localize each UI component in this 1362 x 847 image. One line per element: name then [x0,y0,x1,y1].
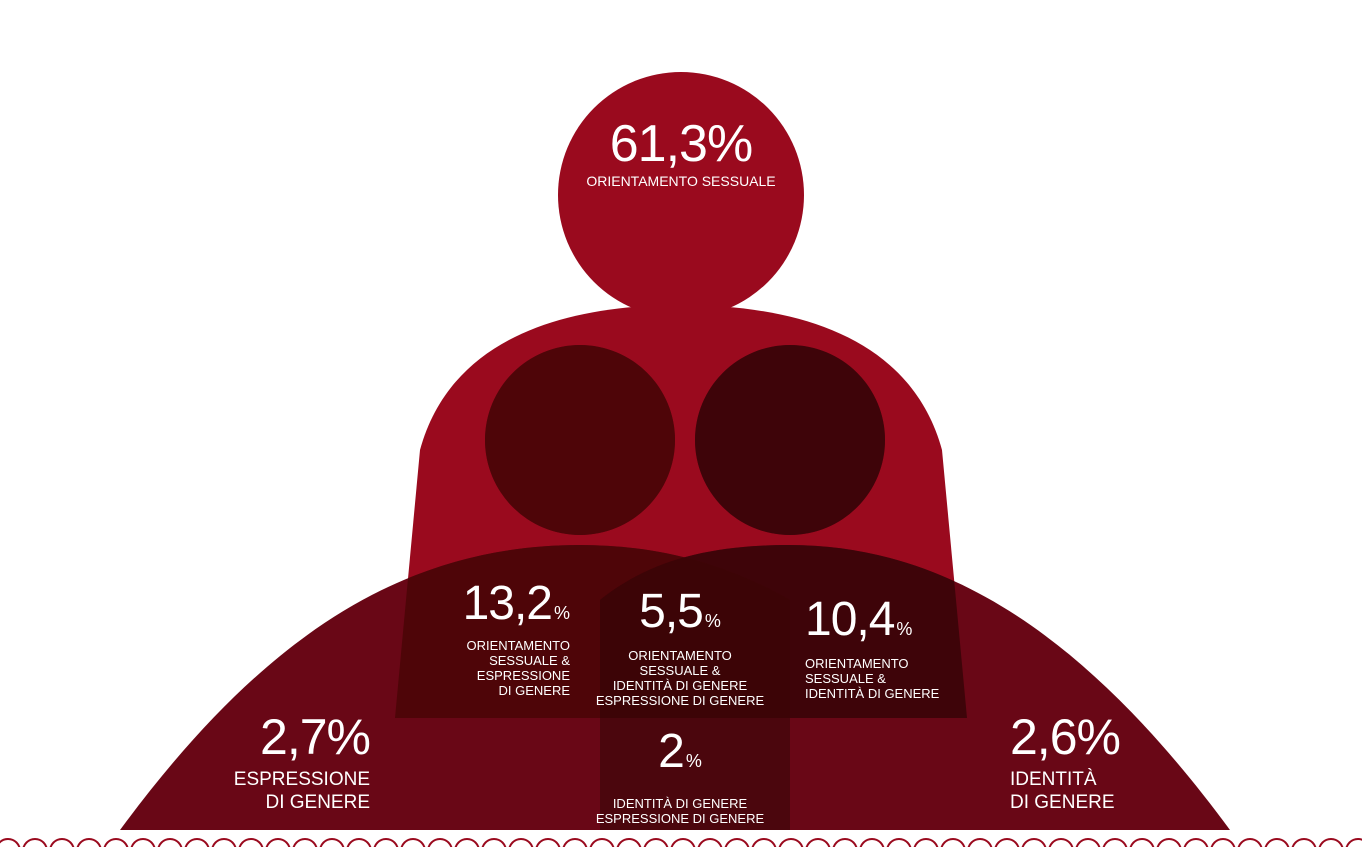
value-orient-ident: 10,4% [805,593,913,646]
scallop-mark [940,838,966,847]
caption-identita: IDENTITÀ DI GENERE [1010,769,1115,813]
caption-orient-espr: ORIENTAMENTO SESSUALE & ESPRESSIONE DI G… [466,638,570,698]
scallop-mark [76,838,102,847]
scallop-mark [1291,838,1317,847]
label-ident-espr: 2% IDENTITÀ DI GENERE ESPRESSIONE DI GEN… [590,725,770,827]
value-identita: 2,6% [1010,709,1121,765]
scallop-mark [670,838,696,847]
scallop-mark [778,838,804,847]
scallop-mark [157,838,183,847]
scallop-mark [535,838,561,847]
scallop-mark [211,838,237,847]
value-tutti: 5,5% [639,585,721,638]
scallop-mark [1183,838,1209,847]
scallop-mark [994,838,1020,847]
scallop-mark [1156,838,1182,847]
scallop-mark [292,838,318,847]
scallop-mark [346,838,372,847]
scallop-mark [373,838,399,847]
value-espressione: 2,7% [260,709,371,765]
scallop-mark [724,838,750,847]
scallop-mark [697,838,723,847]
scallop-mark [1237,838,1263,847]
caption-orientamento: ORIENTAMENTO SESSUALE [586,173,776,189]
scallop-mark [427,838,453,847]
label-espressione: 2,7% ESPRESSIONE DI GENERE [180,709,371,814]
figure-orientamento-head [558,72,804,318]
scallop-mark [643,838,669,847]
scallop-mark [319,838,345,847]
scallop-mark [22,838,48,847]
value-orientamento: 61,3% [609,115,753,173]
label-identita: 2,6% IDENTITÀ DI GENERE [1010,712,1200,814]
scallop-mark [1129,838,1155,847]
scallop-mark [751,838,777,847]
scallop-mark [1264,838,1290,847]
caption-orient-ident: ORIENTAMENTO SESSUALE & IDENTITÀ DI GENE… [805,656,940,701]
scallop-mark [0,838,21,847]
scallop-mark [508,838,534,847]
scallop-mark [130,838,156,847]
scallop-mark [913,838,939,847]
scallop-mark [1318,838,1344,847]
caption-tutti: ORIENTAMENTO SESSUALE & IDENTITÀ DI GENE… [595,648,765,708]
scallop-mark [1210,838,1236,847]
scallop-mark [589,838,615,847]
scallop-mark [265,838,291,847]
scallop-mark [238,838,264,847]
scallop-mark [1102,838,1128,847]
scallop-mark [616,838,642,847]
label-tutti: 5,5% ORIENTAMENTO SESSUALE & IDENTITÀ DI… [590,585,770,709]
scallop-mark [454,838,480,847]
scallop-mark [481,838,507,847]
scallop-mark [49,838,75,847]
label-orientamento: 61,3% ORIENTAMENTO SESSUALE [560,118,802,189]
caption-espressione: ESPRESSIONE DI GENERE [233,769,370,813]
value-ident-espr: 2% [658,725,702,778]
label-orient-espr: 13,2% ORIENTAMENTO SESSUALE & ESPRESSION… [420,577,570,699]
scallop-mark [1048,838,1074,847]
scallop-mark [886,838,912,847]
scallop-mark [1345,838,1362,847]
value-orient-espr: 13,2% [462,577,570,630]
scallop-mark [562,838,588,847]
scalloped-border [0,838,1362,847]
label-orient-ident: 10,4% ORIENTAMENTO SESSUALE & IDENTITÀ D… [805,593,975,702]
scallop-mark [400,838,426,847]
scallop-mark [832,838,858,847]
scallop-mark [103,838,129,847]
scallop-mark [967,838,993,847]
scallop-mark [184,838,210,847]
scallop-mark [1021,838,1047,847]
scallop-mark [859,838,885,847]
scallop-mark [1075,838,1101,847]
caption-ident-espr: IDENTITÀ DI GENERE ESPRESSIONE DI GENERE [595,796,765,826]
scallop-mark [805,838,831,847]
